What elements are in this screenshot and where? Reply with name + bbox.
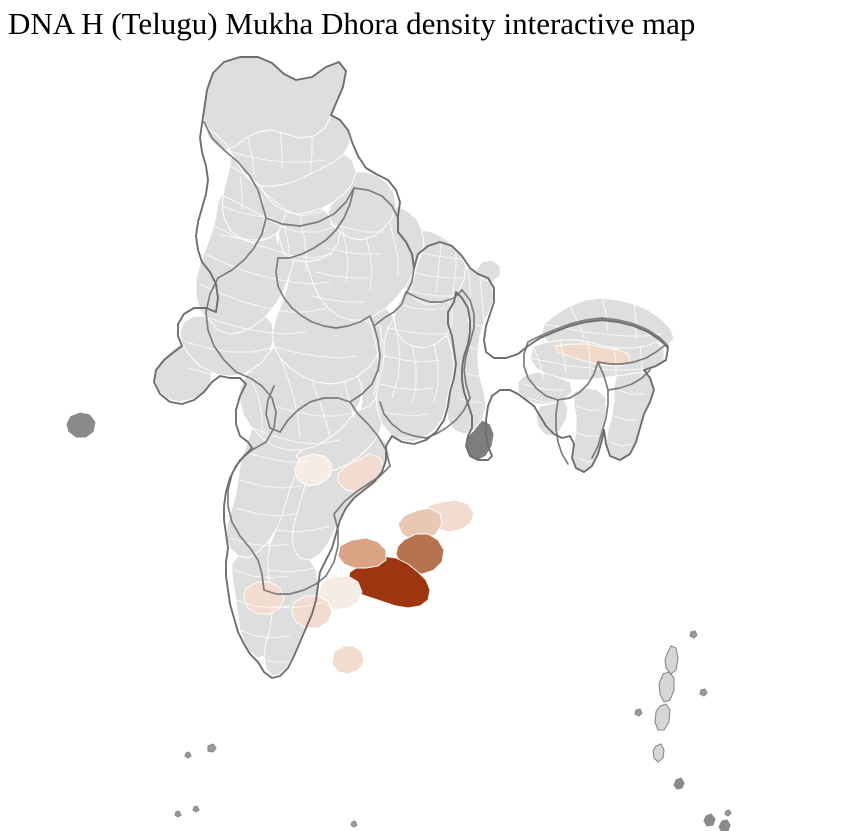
island-south-andaman	[654, 703, 671, 731]
state-border-layer	[203, 121, 669, 595]
andaman-nicobar-islands[interactable]	[634, 630, 732, 831]
india-choropleth-map[interactable]	[0, 46, 862, 831]
island-little-andaman	[652, 743, 665, 763]
region-north[interactable]	[203, 56, 397, 241]
island-nicobar-group	[703, 813, 716, 827]
region-west-godavari	[337, 537, 387, 569]
island-lakshadweep-w	[184, 751, 192, 759]
island-great-nicobar	[718, 819, 731, 831]
district-arunachal	[541, 297, 675, 349]
region-chennai-coast	[331, 645, 365, 675]
island-car-nicobar	[673, 777, 685, 790]
choropleth-layer[interactable]	[243, 343, 631, 675]
misc-small-islands	[350, 820, 358, 828]
kutch-patch	[65, 411, 97, 439]
district-border-layer	[185, 131, 663, 687]
island-small-dot-1	[350, 820, 358, 828]
island-dot-ne	[689, 630, 698, 639]
island-lakshadweep-s	[192, 805, 200, 813]
island-dot-e	[699, 688, 708, 697]
lakshadweep-islands[interactable]	[174, 743, 217, 818]
district-gujarat	[179, 315, 275, 377]
region-vizianagaram	[397, 507, 443, 541]
island-middle-andaman	[658, 671, 675, 703]
country-border-layer	[153, 56, 669, 679]
page-title: DNA H (Telugu) Mukha Dhora density inter…	[8, 6, 696, 41]
island-dot-w	[634, 708, 643, 717]
island-dot-s	[724, 809, 732, 817]
map-canvas[interactable]	[0, 46, 862, 831]
island-north-andaman	[664, 645, 679, 675]
island-minicoy	[174, 810, 182, 818]
district-tripura-lower	[535, 399, 569, 437]
island-lakshadweep-n	[207, 743, 217, 753]
